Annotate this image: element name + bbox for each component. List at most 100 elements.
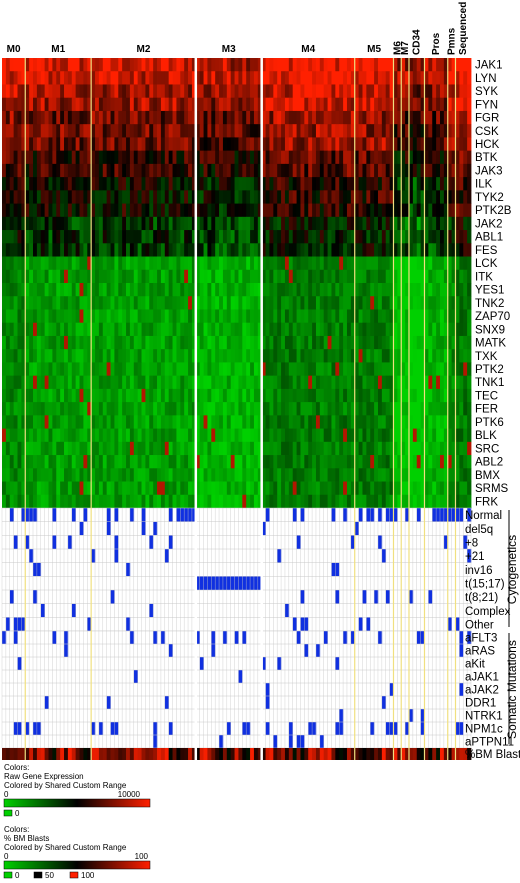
heatmap-cell: [261, 468, 266, 482]
heatmap-cell: [377, 97, 383, 112]
heatmap-cell: [443, 296, 449, 310]
event-cell: [106, 696, 111, 709]
heatmap-cell: [145, 124, 150, 138]
heatmap-cell: [133, 269, 139, 284]
heatmap-cell: [323, 322, 328, 337]
heatmap-cell: [133, 283, 139, 297]
heatmap-cell: [75, 84, 80, 99]
heatmap-cell: [44, 71, 49, 85]
heatmap-cell: [211, 415, 216, 429]
heatmap-cell: [385, 71, 391, 85]
heatmap-cell: [114, 296, 119, 310]
heatmap-cell: [323, 124, 328, 138]
heatmap-cell: [443, 269, 449, 284]
heatmap-cell: [393, 402, 398, 416]
heatmap-cell: [141, 481, 146, 496]
heatmap-cell: [246, 137, 251, 152]
heatmap-cell: [114, 163, 119, 178]
legend2-key-label-50: 50: [45, 871, 54, 880]
heatmap-cell: [463, 243, 468, 257]
heatmap-cell: [141, 455, 146, 469]
heatmap-cell: [114, 177, 119, 191]
heatmap-cell: [153, 322, 158, 337]
heatmap-cell: [52, 415, 57, 429]
heatmap-cell: [153, 402, 158, 416]
heatmap-cell: [439, 216, 445, 231]
heatmap-cell: [455, 71, 460, 85]
heatmap-cell: [122, 84, 127, 99]
heatmap-cell: [25, 375, 30, 390]
gene-label: BLK: [475, 430, 497, 442]
heatmap-cell: [40, 58, 46, 72]
heatmap-cell: [327, 415, 332, 429]
heatmap-cell: [157, 84, 162, 99]
heatmap-cell: [253, 203, 259, 218]
heatmap-cell: [250, 124, 255, 138]
heatmap-cell: [118, 137, 123, 152]
heatmap-cell: [2, 296, 7, 310]
heatmap-cell: [393, 150, 398, 165]
heatmap-cell: [188, 203, 193, 218]
heatmap-cell: [308, 97, 313, 112]
heatmap-cell: [137, 243, 142, 257]
heatmap-cell: [439, 84, 445, 99]
heatmap-cell: [366, 494, 371, 509]
heatmap-cell: [226, 362, 232, 377]
heatmap-cell: [176, 216, 181, 231]
heatmap-cell: [370, 296, 375, 310]
heatmap-cell: [126, 388, 131, 403]
heatmap-cell: [447, 415, 453, 429]
heatmap-cell: [230, 137, 235, 152]
heatmap-cell: [250, 494, 255, 509]
heatmap-cell: [160, 177, 166, 191]
heatmap-cell: [83, 481, 88, 496]
heatmap-cell: [300, 230, 305, 244]
heatmap-cell: [308, 428, 313, 443]
heatmap-cell: [145, 349, 150, 363]
heatmap-cell: [75, 163, 80, 178]
heatmap-cell: [215, 97, 220, 112]
event-cell: [405, 508, 410, 522]
heatmap-cell: [374, 402, 379, 416]
heatmap-cell: [141, 494, 146, 509]
heatmap-cell: [385, 296, 391, 310]
heatmap-cell: [110, 296, 115, 310]
heatmap-cell: [397, 375, 402, 390]
heatmap-cell: [2, 97, 7, 112]
heatmap-cell: [408, 163, 414, 178]
heatmap-cell: [172, 455, 177, 469]
heatmap-cell: [67, 309, 73, 324]
heatmap-cell: [222, 322, 228, 337]
heatmap-cell: [393, 177, 398, 191]
heatmap-cell: [412, 362, 418, 377]
heatmap-cell: [242, 110, 247, 125]
heatmap-cell: [346, 428, 352, 443]
heatmap-cell: [265, 163, 270, 178]
heatmap-cell: [36, 124, 42, 138]
heatmap-cell: [308, 362, 313, 377]
blast-cell: [242, 748, 247, 760]
heatmap-cell: [381, 349, 387, 363]
blast-cell: [269, 748, 274, 760]
heatmap-cell: [238, 322, 243, 337]
heatmap-cell: [242, 243, 247, 257]
heatmap-cell: [191, 124, 197, 138]
heatmap-cell: [44, 230, 49, 244]
heatmap-cell: [176, 349, 181, 363]
heatmap-cell: [36, 230, 42, 244]
heatmap-cell: [385, 283, 391, 297]
heatmap-cell: [2, 362, 7, 377]
heatmap-cell: [459, 283, 464, 297]
heatmap-cell: [257, 296, 263, 310]
heatmap-cell: [141, 388, 146, 403]
heatmap-cell: [164, 349, 170, 363]
heatmap-cell: [343, 441, 348, 456]
event-cell: [211, 576, 216, 590]
heatmap-cell: [114, 216, 119, 231]
heatmap-cell: [98, 388, 104, 403]
heatmap-cell: [40, 190, 46, 204]
heatmap-cell: [343, 415, 348, 429]
heatmap-cell: [443, 375, 449, 390]
heatmap-cell: [416, 269, 422, 284]
heatmap-cell: [284, 163, 290, 178]
